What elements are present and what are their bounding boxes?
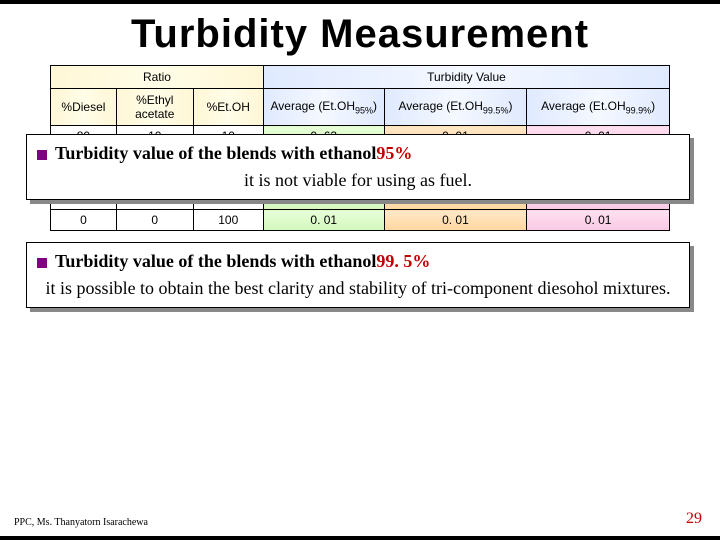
overlay-95-body: it is not viable for using as fuel. bbox=[37, 170, 679, 191]
table-cell: 0 bbox=[116, 210, 193, 231]
column-header: %Et.OH bbox=[193, 89, 263, 126]
table-cell: 100 bbox=[193, 210, 263, 231]
group-header-ratio: Ratio bbox=[51, 66, 264, 89]
table-row: 001000. 010. 010. 01 bbox=[51, 210, 670, 231]
page-number: 29 bbox=[686, 510, 702, 528]
column-header: %Diesel bbox=[51, 89, 117, 126]
page-title: Turbidity Measurement bbox=[20, 12, 700, 57]
overlay-95-prefix: Turbidity value of the blends with ethan… bbox=[55, 143, 376, 164]
table-cell: 0. 01 bbox=[263, 210, 384, 231]
overlay-95: Turbidity value of the blends with ethan… bbox=[26, 134, 690, 200]
column-header: Average (Et.OH99.9%) bbox=[527, 89, 670, 126]
overlay-995-body: it is possible to obtain the best clarit… bbox=[37, 278, 679, 299]
overlay-995: Turbidity value of the blends with ethan… bbox=[26, 242, 690, 308]
table-cell: 0. 01 bbox=[384, 210, 527, 231]
group-header-turbidity: Turbidity Value bbox=[263, 66, 669, 89]
group-header-row: Ratio Turbidity Value bbox=[51, 66, 670, 89]
column-header-row: %Diesel%Ethyl acetate%Et.OHAverage (Et.O… bbox=[51, 89, 670, 126]
overlay-995-pct: 99. 5% bbox=[376, 251, 430, 272]
overlay-95-pct: 95% bbox=[376, 143, 412, 164]
bullet-icon bbox=[37, 258, 47, 268]
slide: Turbidity Measurement Ratio Turbidity Va… bbox=[0, 0, 720, 540]
table-cell: 0 bbox=[51, 210, 117, 231]
overlay-995-prefix: Turbidity value of the blends with ethan… bbox=[55, 251, 376, 272]
column-header: Average (Et.OH95%) bbox=[263, 89, 384, 126]
footer-author: PPC, Ms. Thanyatorn Isarachewa bbox=[14, 517, 148, 528]
bullet-icon bbox=[37, 150, 47, 160]
overlay-995-head: Turbidity value of the blends with ethan… bbox=[37, 251, 679, 272]
column-header: Average (Et.OH99.5%) bbox=[384, 89, 527, 126]
table-cell: 0. 01 bbox=[527, 210, 670, 231]
overlay-95-head: Turbidity value of the blends with ethan… bbox=[37, 143, 679, 164]
column-header: %Ethyl acetate bbox=[116, 89, 193, 126]
